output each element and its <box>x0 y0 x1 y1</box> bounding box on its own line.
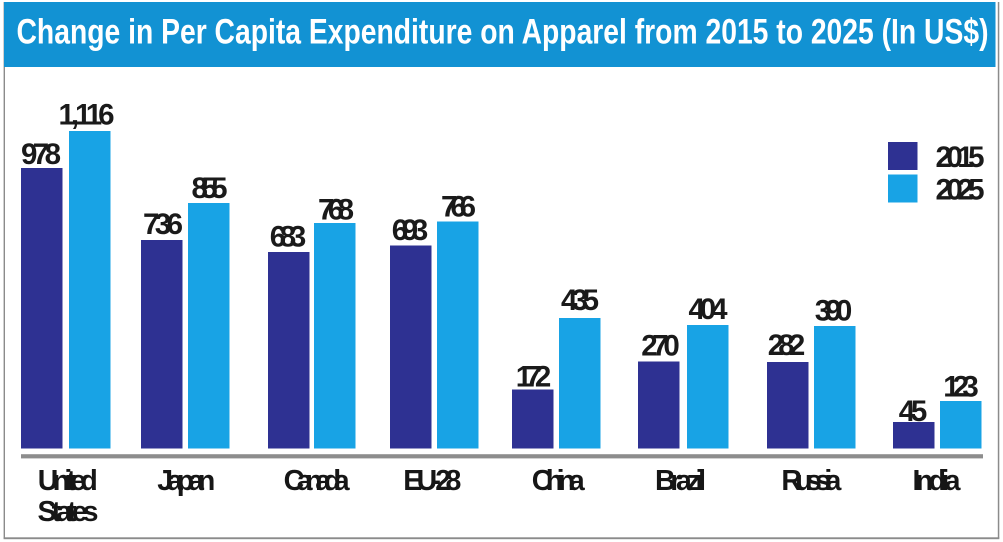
svg-text:2025: 2025 <box>936 174 985 207</box>
svg-text:736: 736 <box>143 208 183 241</box>
svg-text:United: United <box>38 465 98 497</box>
svg-text:Change in Per Capita Expenditu: Change in Per Capita Expenditure on Appa… <box>17 13 989 52</box>
svg-text:766: 766 <box>441 191 476 224</box>
svg-text:683: 683 <box>270 221 307 254</box>
svg-text:Brazil: Brazil <box>655 465 706 497</box>
svg-text:45: 45 <box>899 395 928 428</box>
svg-text:435: 435 <box>561 284 599 317</box>
svg-text:390: 390 <box>815 295 853 328</box>
svg-text:States: States <box>38 496 99 528</box>
svg-text:768: 768 <box>318 194 354 227</box>
svg-text:India: India <box>913 465 962 497</box>
svg-text:270: 270 <box>641 330 680 363</box>
svg-text:123: 123 <box>943 371 979 404</box>
svg-text:404: 404 <box>689 293 729 326</box>
svg-text:Canada: Canada <box>284 465 351 497</box>
svg-text:EU-28: EU-28 <box>403 465 461 497</box>
svg-text:978: 978 <box>21 138 61 171</box>
svg-text:282: 282 <box>768 329 806 362</box>
svg-text:China: China <box>532 465 586 497</box>
svg-text:172: 172 <box>516 361 552 394</box>
svg-text:855: 855 <box>192 172 228 205</box>
svg-text:Japan: Japan <box>157 465 215 497</box>
svg-text:2015: 2015 <box>936 141 985 174</box>
svg-text:Russia: Russia <box>781 465 842 497</box>
svg-text:1,116: 1,116 <box>59 99 115 132</box>
svg-text:693: 693 <box>392 214 429 247</box>
